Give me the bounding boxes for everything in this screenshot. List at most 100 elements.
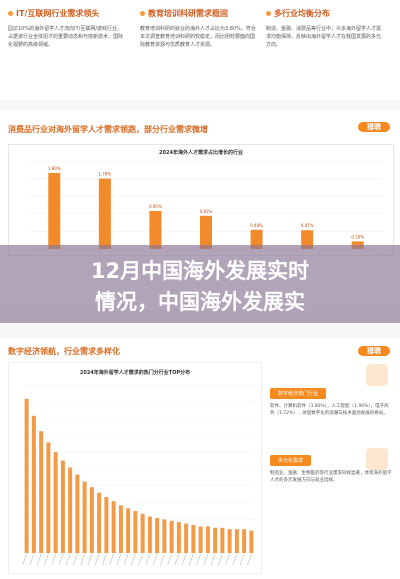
diverse-text: 制造业、金融、生物医药等行业需求同样显著，体现海外留学人才的多元发展方向与就业选… (270, 471, 392, 483)
liepin-logo: 猎聘 (358, 346, 390, 356)
bar (89, 487, 94, 553)
chart-icon (366, 448, 388, 470)
bar-label: 1.76% (98, 172, 111, 177)
bar (98, 178, 111, 249)
category-tick (65, 553, 71, 566)
digital-text: 软件、计算机软件（3.80%），人工智能（1.96%），电子商务（1.72%）…… (270, 404, 389, 416)
bar (126, 508, 131, 553)
bar (191, 525, 196, 553)
bar (147, 516, 152, 553)
bar-label: 0.19% (351, 234, 364, 239)
category-tick (181, 553, 187, 566)
bar (68, 467, 73, 553)
bar (242, 529, 247, 553)
bar (234, 529, 239, 553)
bar (133, 511, 138, 553)
col-multi-title: 多行业均衡分布 (274, 9, 330, 18)
category-tick (145, 553, 151, 566)
col-it-text: 园达10%的海外留学人才流向IT/互联网/游戏行业，占据该行业全体招才的重要动态… (8, 26, 124, 48)
bar-label: 1.90% (48, 166, 61, 171)
bar-label: 0.47% (301, 223, 314, 228)
category-tick (210, 553, 216, 566)
lower-panel: 数字经济领航，行业需求多样化 猎聘 2024年海外留学人才需求的热门分行业TOP… (0, 338, 400, 579)
headline-banner[interactable]: 12月中国海外发展实时 情况，中国海外发展实 (0, 245, 400, 323)
bar (301, 230, 314, 249)
bar (249, 530, 254, 553)
bullet-icon (140, 11, 145, 16)
category-tick (123, 553, 129, 566)
bar (250, 229, 263, 249)
bar-label: 0.95% (149, 204, 162, 209)
bar (82, 481, 87, 553)
category-tick (80, 553, 85, 566)
tag-diverse: 多元化需求 (270, 455, 312, 466)
category-tick (36, 553, 42, 566)
bar-label: 0.48% (250, 223, 263, 228)
top-panel: IT/互联网行业需求领头 园达10%的海外留学人才流向IT/互联网/游戏行业，占… (0, 0, 400, 100)
bar (31, 415, 36, 553)
bar (184, 523, 189, 553)
bar (198, 526, 203, 553)
bar (97, 492, 102, 553)
headline-line-2: 情况，中国海外发展实 (95, 290, 305, 314)
chart-title: 2024年海外留学人才需求的热门分行业TOP分布 (79, 370, 191, 376)
category-tick (189, 553, 194, 566)
category-tick (247, 553, 252, 566)
bar (46, 442, 51, 553)
category-tick (87, 553, 93, 566)
category-tick (232, 553, 238, 566)
col-it-title: IT/互联网行业需求领头 (16, 9, 100, 18)
top-industry-chart-svg (22, 384, 255, 566)
category-tick (203, 553, 209, 566)
bar (220, 527, 225, 553)
category-tick (152, 553, 158, 566)
category-tick (225, 553, 230, 566)
category-tick (167, 553, 172, 566)
category-tick (29, 553, 35, 566)
bar (111, 501, 116, 553)
growth-chart: 2024年海外人才需求占比增长的行业 1.90% 1.76% 0.95% 0.83% 0… (8, 144, 394, 256)
category-tick (174, 553, 180, 566)
top-industry-chart: 2024年海外留学人才需求的热门分行业TOP分布 (8, 362, 262, 574)
bar (24, 399, 29, 553)
category-tick (160, 553, 165, 566)
col-education-text: 教育培训科研的就业的海外人才占比为3.80%，符合本次调查教育培训科研的较稳定，… (140, 26, 256, 48)
section-title-digital: 数字经济领航，行业需求多样化 (8, 347, 120, 356)
bar (140, 513, 145, 553)
col-education: 教育培训科研需求稳固 教育培训科研的就业的海外人才占比为3.80%，符合本次调查… (140, 8, 258, 49)
bullet-icon (8, 11, 13, 16)
bar (53, 452, 58, 553)
col-it: IT/互联网行业需求领头 园达10%的海外留学人才流向IT/互联网/游戏行业，占… (8, 8, 126, 49)
bar (75, 474, 80, 553)
bullet-icon (266, 11, 271, 16)
col-education-title: 教育培训科研需求稳固 (148, 9, 228, 18)
bar (60, 460, 65, 553)
bar (149, 211, 162, 249)
category-tick (196, 553, 201, 566)
category-tick (51, 553, 56, 566)
bar (162, 519, 167, 553)
category-tick (44, 553, 49, 566)
category-tick (218, 553, 223, 566)
bar (205, 526, 210, 553)
category-tick (116, 553, 122, 566)
category-tick (58, 553, 64, 566)
category-tick (22, 553, 27, 566)
bar (213, 527, 218, 553)
liepin-logo: 猎聘 (358, 122, 390, 132)
category-tick (102, 553, 107, 566)
category-tick (73, 553, 78, 566)
bar (118, 505, 123, 553)
col-multi: 多行业均衡分布 制造、金融、消费品等行业中，众多海外留学人才需求均衡保持，反映出… (266, 8, 384, 49)
bar (200, 215, 212, 249)
section-title: 消费品行业对海外留学人才需求领跑，部分行业需求微增 (8, 125, 208, 134)
bar (39, 431, 44, 553)
tag-digital: 数字经济热门行业 (270, 388, 327, 399)
people-icon (366, 364, 388, 386)
category-tick (239, 553, 245, 566)
chart-title: 2024年海外人才需求占比增长的行业 (159, 150, 243, 156)
category-tick (94, 553, 100, 566)
bar (48, 173, 61, 249)
category-tick (131, 553, 136, 566)
